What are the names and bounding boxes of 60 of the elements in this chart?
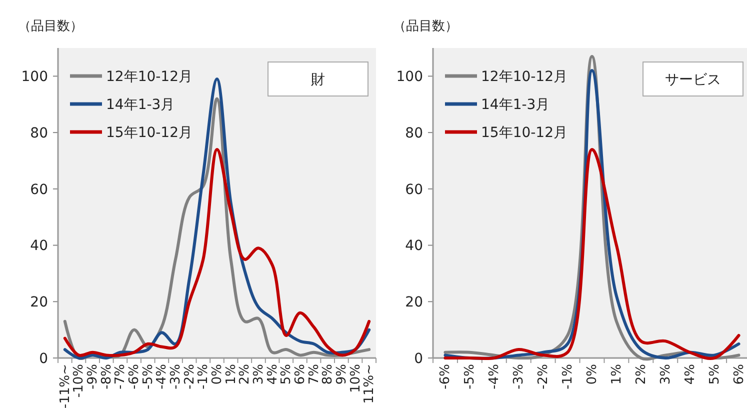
x-tick-label: -2% bbox=[182, 364, 198, 390]
x-tick-label: 3% bbox=[658, 364, 674, 385]
y-tick-label: 0 bbox=[414, 350, 423, 367]
x-tick-label: -4% bbox=[154, 364, 170, 390]
x-tick-label: 3% bbox=[251, 364, 266, 385]
legend-label: 14年1-3月 bbox=[481, 96, 550, 113]
legend-label: 14年1-3月 bbox=[106, 96, 175, 113]
x-tick-label: 7% bbox=[306, 364, 322, 385]
x-tick-label: -6% bbox=[127, 364, 142, 390]
x-tick-label: 2% bbox=[238, 364, 253, 385]
x-tick-label: 0% bbox=[585, 364, 600, 385]
x-tick-label: 4% bbox=[682, 364, 698, 385]
x-tick-label: -5% bbox=[462, 364, 478, 390]
y-tick-label: 20 bbox=[30, 294, 48, 311]
y-tick-label: 100 bbox=[21, 69, 48, 86]
y-tick-label: 60 bbox=[405, 182, 423, 198]
x-tick-label: 11%~ bbox=[362, 364, 378, 404]
x-tick-label: -1% bbox=[196, 364, 212, 390]
annotation: 財 bbox=[311, 72, 325, 88]
x-tick-label: -8% bbox=[99, 364, 114, 390]
y-axis-title: （品目数） bbox=[18, 19, 83, 34]
line-series bbox=[444, 148, 740, 360]
x-tick-label: 1% bbox=[609, 364, 624, 385]
x-tick-label: -7% bbox=[113, 364, 128, 390]
x-tick-label: 6% bbox=[292, 364, 308, 385]
legend-label: 15年10-12月 bbox=[481, 124, 568, 141]
x-tick-label: -9% bbox=[86, 364, 101, 390]
legend-label: 15年10-12月 bbox=[106, 124, 192, 141]
annotation: サービス bbox=[665, 72, 721, 88]
x-tick-label: -10% bbox=[72, 364, 87, 398]
y-tick-label: 100 bbox=[396, 69, 423, 86]
x-tick-label: 10% bbox=[348, 364, 364, 393]
y-tick-label: 0 bbox=[39, 350, 48, 367]
y-tick-label: 40 bbox=[30, 238, 48, 254]
x-tick-label: -5% bbox=[140, 364, 156, 390]
x-tick-label: 4% bbox=[265, 364, 280, 385]
x-tick-label: 2% bbox=[634, 364, 649, 385]
x-tick-label: -3% bbox=[512, 364, 527, 390]
x-tick-label: 5% bbox=[707, 364, 722, 385]
y-tick-label: 80 bbox=[405, 125, 423, 142]
x-tick-label: 6% bbox=[732, 364, 747, 385]
y-axis-title: （品目数） bbox=[393, 19, 458, 34]
x-tick-label: -4% bbox=[487, 364, 502, 390]
x-tick-label: 1% bbox=[224, 364, 239, 385]
x-tick-label: 5% bbox=[279, 364, 294, 385]
legend-label: 12年10-12月 bbox=[481, 68, 568, 85]
x-tick-label: -1% bbox=[560, 364, 576, 390]
x-tick-label: -11%~ bbox=[58, 364, 73, 408]
x-tick-label: 9% bbox=[334, 364, 350, 385]
legend-label: 12年10-12月 bbox=[106, 68, 192, 85]
line-series bbox=[63, 148, 371, 358]
x-tick-label: -6% bbox=[438, 364, 454, 390]
x-tick-label: -2% bbox=[536, 364, 552, 390]
y-tick-label: 60 bbox=[30, 182, 48, 198]
y-tick-label: 20 bbox=[405, 294, 423, 311]
x-tick-label: 8% bbox=[320, 364, 336, 385]
y-tick-label: 40 bbox=[405, 238, 423, 254]
x-tick-label: -3% bbox=[168, 364, 184, 390]
x-tick-label: 0% bbox=[210, 364, 225, 385]
y-tick-label: 80 bbox=[30, 125, 48, 142]
